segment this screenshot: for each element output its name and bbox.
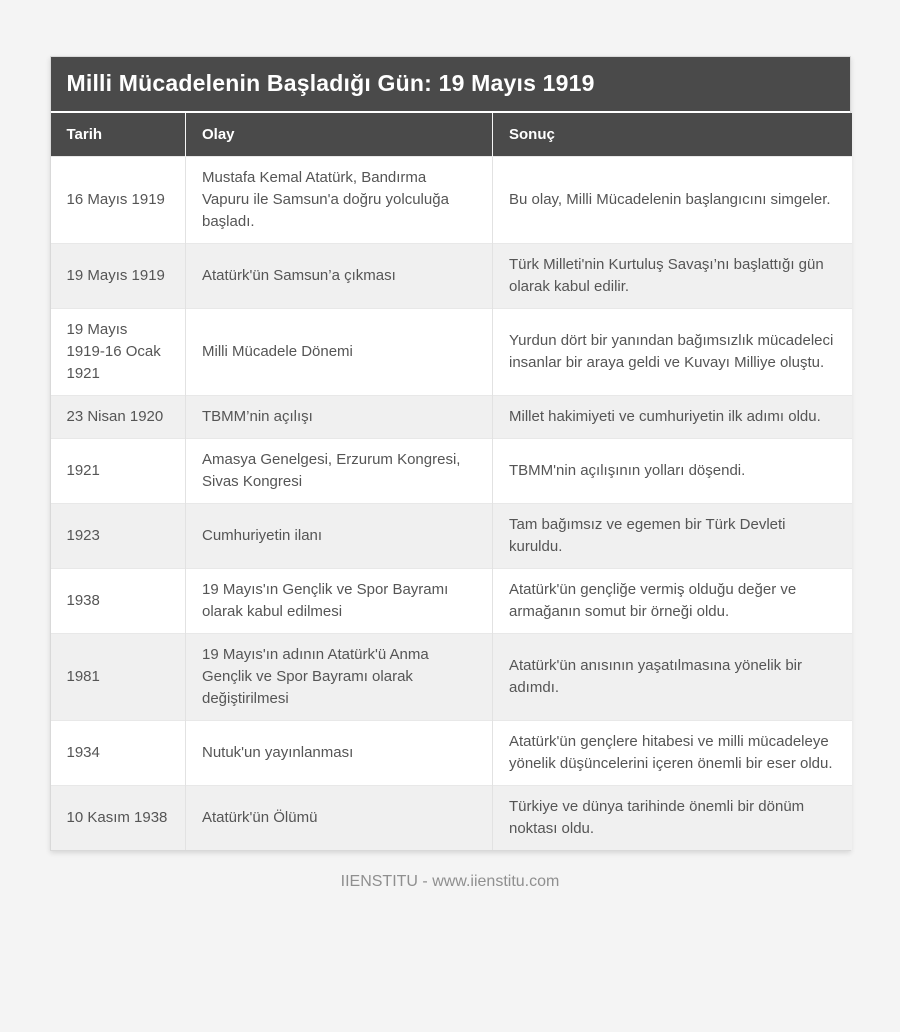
cell-sonuc: Atatürk'ün anısının yaşatılmasına yöneli… bbox=[492, 633, 852, 721]
cell-tarih: 1934 bbox=[50, 720, 186, 786]
cell-tarih: 19 Mayıs 1919-16 Ocak 1921 bbox=[50, 308, 186, 396]
cell-olay: Mustafa Kemal Atatürk, Bandırma Vapuru i… bbox=[185, 156, 493, 244]
table-container: Milli Mücadelenin Başladığı Gün: 19 Mayı… bbox=[49, 56, 852, 851]
cell-olay: Cumhuriyetin ilanı bbox=[185, 503, 493, 569]
cell-sonuc: Atatürk'ün gençlere hitabesi ve milli mü… bbox=[492, 720, 852, 786]
cell-tarih: 19 Mayıs 1919 bbox=[50, 243, 186, 309]
page-title: Milli Mücadelenin Başladığı Gün: 19 Mayı… bbox=[50, 57, 850, 111]
cell-tarih: 1921 bbox=[50, 438, 186, 504]
footer-text: IIENSTITU - www.iienstitu.com bbox=[340, 873, 560, 890]
table-row: 1981 19 Mayıs'ın adının Atatürk'ü Anma Ge… bbox=[50, 633, 852, 721]
column-header-sonuc: Sonuç bbox=[492, 113, 852, 157]
column-header-tarih: Tarih bbox=[50, 113, 186, 157]
table-row: 1921 Amasya Genelgesi, Erzurum Kongresi, … bbox=[50, 438, 852, 504]
table-row: 19 Mayıs 1919-16 Ocak 1921 Milli Mücadele… bbox=[50, 308, 852, 396]
cell-tarih: 1938 bbox=[50, 568, 186, 634]
cell-tarih: 10 Kasım 1938 bbox=[50, 785, 186, 850]
table-row: 1938 19 Mayıs'ın Gençlik ve Spor Bayramı … bbox=[50, 568, 852, 634]
cell-tarih: 1981 bbox=[50, 633, 186, 721]
cell-sonuc: Bu olay, Milli Mücadelenin başlangıcını … bbox=[492, 156, 852, 244]
table-row: 16 Mayıs 1919 Mustafa Kemal Atatürk, Band… bbox=[50, 156, 852, 244]
cell-olay: Atatürk'ün Ölümü bbox=[185, 785, 493, 850]
cell-olay: 19 Mayıs'ın adının Atatürk'ü Anma Gençli… bbox=[185, 633, 493, 721]
cell-tarih: 16 Mayıs 1919 bbox=[50, 156, 186, 244]
table-row: 1934 Nutuk'un yayınlanması Atatürk'ün genç… bbox=[50, 720, 852, 786]
cell-sonuc: Atatürk'ün gençliğe vermiş olduğu değer … bbox=[492, 568, 852, 634]
cell-tarih: 1923 bbox=[50, 503, 186, 569]
cell-olay: Amasya Genelgesi, Erzurum Kongresi, Siva… bbox=[185, 438, 493, 504]
cell-sonuc: Tam bağımsız ve egemen bir Türk Devleti … bbox=[492, 503, 852, 569]
cell-tarih: 23 Nisan 1920 bbox=[50, 395, 186, 439]
cell-olay: 19 Mayıs'ın Gençlik ve Spor Bayramı olar… bbox=[185, 568, 493, 634]
cell-olay: Atatürk'ün Samsun’a çıkması bbox=[185, 243, 493, 309]
cell-sonuc: Türk Milleti'nin Kurtuluş Savaşı’nı başl… bbox=[492, 243, 852, 309]
table-row: 10 Kasım 1938 Atatürk'ün Ölümü Türkiye ve … bbox=[50, 785, 852, 850]
header-row: Tarih Olay Sonuç bbox=[50, 113, 852, 157]
column-header-olay: Olay bbox=[185, 113, 493, 157]
table-row: 23 Nisan 1920 TBMM’nin açılışı Millet haki… bbox=[50, 395, 852, 439]
cell-olay: Nutuk'un yayınlanması bbox=[185, 720, 493, 786]
cell-sonuc: Yurdun dört bir yanından bağımsızlık müc… bbox=[492, 308, 852, 396]
table-header: Tarih Olay Sonuç bbox=[50, 113, 852, 157]
table-body: 16 Mayıs 1919 Mustafa Kemal Atatürk, Band… bbox=[50, 156, 852, 850]
history-table: Tarih Olay Sonuç 16 Mayıs 1919 Mustafa Ke… bbox=[50, 113, 852, 850]
cell-sonuc: Millet hakimiyeti ve cumhuriyetin ilk ad… bbox=[492, 395, 852, 439]
cell-sonuc: TBMM'nin açılışının yolları döşendi. bbox=[492, 438, 852, 504]
cell-olay: Milli Mücadele Dönemi bbox=[185, 308, 493, 396]
table-row: 1923 Cumhuriyetin ilanı Tam bağımsız ve eg… bbox=[50, 503, 852, 569]
table-row: 19 Mayıs 1919 Atatürk'ün Samsun’a çıkması… bbox=[50, 243, 852, 309]
cell-olay: TBMM’nin açılışı bbox=[185, 395, 493, 439]
cell-sonuc: Türkiye ve dünya tarihinde önemli bir dö… bbox=[492, 785, 852, 850]
